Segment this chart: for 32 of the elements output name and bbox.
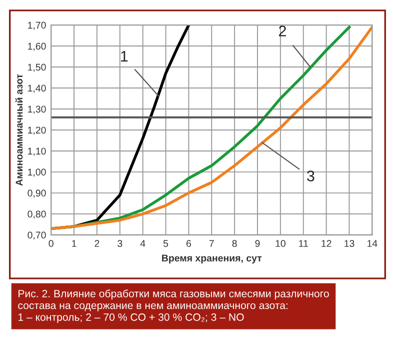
y-tick-label: 1,30 bbox=[28, 106, 46, 114]
y-tick-label: 1,10 bbox=[28, 148, 46, 156]
y-axis-title: Аминоаммиачный азот bbox=[15, 74, 23, 186]
x-tick-label: 7 bbox=[209, 240, 214, 247]
x-tick-label: 0 bbox=[48, 240, 54, 247]
annotation: 1 bbox=[121, 50, 128, 62]
x-tick-label: 8 bbox=[232, 240, 237, 247]
x-axis-title: Время хранения, сут bbox=[162, 254, 262, 264]
y-tick-label: 1,60 bbox=[28, 42, 46, 51]
x-tick-label: 4 bbox=[140, 240, 146, 247]
x-tick-label: 10 bbox=[276, 240, 286, 247]
x-tick-label: 5 bbox=[163, 240, 168, 247]
annotation: 3 bbox=[307, 170, 314, 182]
y-tick-label: 0,90 bbox=[28, 190, 46, 198]
x-tick-label: 11 bbox=[299, 240, 308, 247]
x-tick-label: 6 bbox=[186, 240, 191, 247]
y-tick-label: 1,70 bbox=[28, 22, 46, 30]
y-tick-label: 0,70 bbox=[28, 232, 46, 240]
y-tick-label: 1,50 bbox=[28, 64, 46, 72]
x-tick-label: 9 bbox=[255, 240, 260, 247]
text: Рис. 2. Влияние обработки мяса газовыми смесями различного состава на содержание в нем аминоаммиачного азота: 1 – контроль; 2 – 70 % CO + 30 % CO₂; 3 – NO bbox=[18, 290, 329, 323]
y-tick-label: 1,00 bbox=[28, 168, 46, 177]
x-tick-label: 2 bbox=[94, 240, 100, 247]
x-tick-label: 1 bbox=[72, 240, 76, 247]
x-tick-label: 13 bbox=[344, 240, 354, 247]
y-tick-label: 1,20 bbox=[28, 126, 46, 135]
annotation: 2 bbox=[278, 26, 286, 36]
y-tick-label: 0,80 bbox=[28, 210, 46, 219]
x-tick-label: 3 bbox=[118, 240, 122, 247]
y-tick-label: 1,40 bbox=[28, 84, 46, 93]
x-tick-label: 14 bbox=[368, 240, 378, 247]
x-tick-label: 12 bbox=[322, 240, 332, 247]
